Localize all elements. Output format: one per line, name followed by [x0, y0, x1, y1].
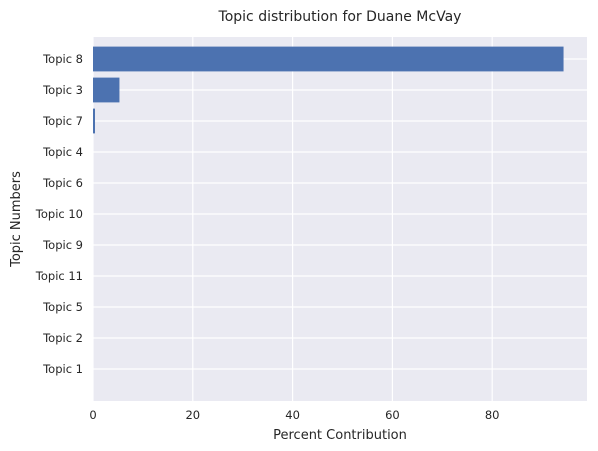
y-axis-label: Topic Numbers	[9, 171, 24, 268]
bar-topic-7	[93, 108, 95, 134]
x-tick-label: 0	[89, 408, 96, 422]
y-tick-label: Topic 1	[42, 362, 83, 376]
plot-background	[93, 37, 587, 401]
y-tick-label: Topic 4	[42, 145, 83, 159]
bar-topic-8	[93, 46, 564, 72]
y-tick-label: Topic 3	[42, 83, 83, 97]
y-tick-label: Topic 5	[42, 300, 83, 314]
bars	[93, 46, 564, 134]
y-tick-label: Topic 6	[42, 176, 83, 190]
y-tick-label: Topic 9	[42, 238, 83, 252]
x-tick-label: 20	[185, 408, 200, 422]
y-tick-label: Topic 11	[35, 269, 83, 283]
y-tick-label: Topic 7	[42, 114, 83, 128]
x-tick-label: 80	[485, 408, 500, 422]
x-tick-label: 60	[385, 408, 400, 422]
x-tick-label: 40	[285, 408, 300, 422]
chart-title: Topic distribution for Duane McVay	[218, 9, 462, 25]
y-tick-labels: Topic 8 Topic 3 Topic 7 Topic 4 Topic 6 Topic…	[35, 52, 83, 376]
y-tick-label: Topic 2	[42, 331, 83, 345]
bar-topic-3	[93, 77, 120, 103]
x-tick-labels: 0 20 40 60 80	[89, 408, 499, 422]
y-tick-label: Topic 10	[35, 207, 83, 221]
y-tick-label: Topic 8	[42, 52, 83, 66]
x-axis-label: Percent Contribution	[273, 428, 407, 443]
